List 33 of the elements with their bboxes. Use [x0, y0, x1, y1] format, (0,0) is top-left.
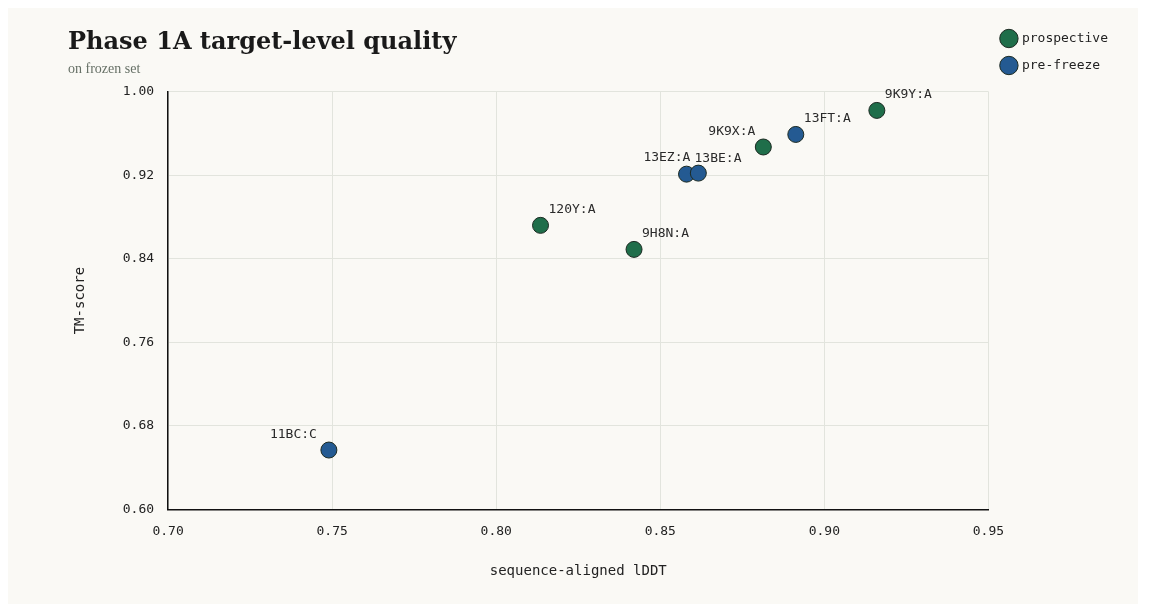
- annotation: 9K9Y:A: [884, 86, 932, 102]
- y-tick-label: 0.92: [122, 166, 155, 182]
- point: [532, 216, 550, 234]
- point: [689, 164, 707, 182]
- point: [625, 240, 643, 258]
- x-tick-label: 0.75: [316, 522, 348, 538]
- y-tick-label: 0.60: [122, 500, 155, 516]
- point: [787, 125, 805, 143]
- x-axis-title: sequence-aligned lDDT: [489, 562, 668, 579]
- y-tick-label: 1.00: [122, 82, 155, 98]
- annotation: 13EZ:A: [643, 149, 691, 165]
- annotation: 13FT:A: [803, 110, 851, 126]
- x-tick-label: 0.80: [480, 522, 512, 538]
- y-tick-label: 0.84: [122, 250, 155, 266]
- annotation: 120Y:A: [548, 201, 596, 217]
- annotation: 9H8N:A: [642, 225, 690, 241]
- x-tick-label: 0.70: [152, 522, 184, 538]
- legend-label: pre-freeze: [1021, 56, 1101, 72]
- point: [868, 101, 886, 119]
- y-tick-label: 0.68: [122, 417, 155, 433]
- chart-subtitle: on frozen set: [68, 60, 141, 76]
- annotation: 11BC:C: [269, 426, 317, 442]
- x-tick-label: 0.90: [808, 522, 840, 538]
- x-tick-label: 0.85: [644, 522, 676, 538]
- annotation: 13BE:A: [694, 150, 742, 166]
- chart-title: Phase 1A target-level quality: [68, 25, 458, 55]
- point: [320, 441, 338, 459]
- point: [754, 138, 772, 156]
- y-axis-title: TM-score: [71, 266, 88, 335]
- y-tick-label: 0.76: [122, 333, 155, 349]
- annotation: 9K9X:A: [708, 122, 756, 138]
- legend-label: prospective: [1021, 29, 1109, 45]
- x-tick-label: 0.95: [972, 522, 1005, 538]
